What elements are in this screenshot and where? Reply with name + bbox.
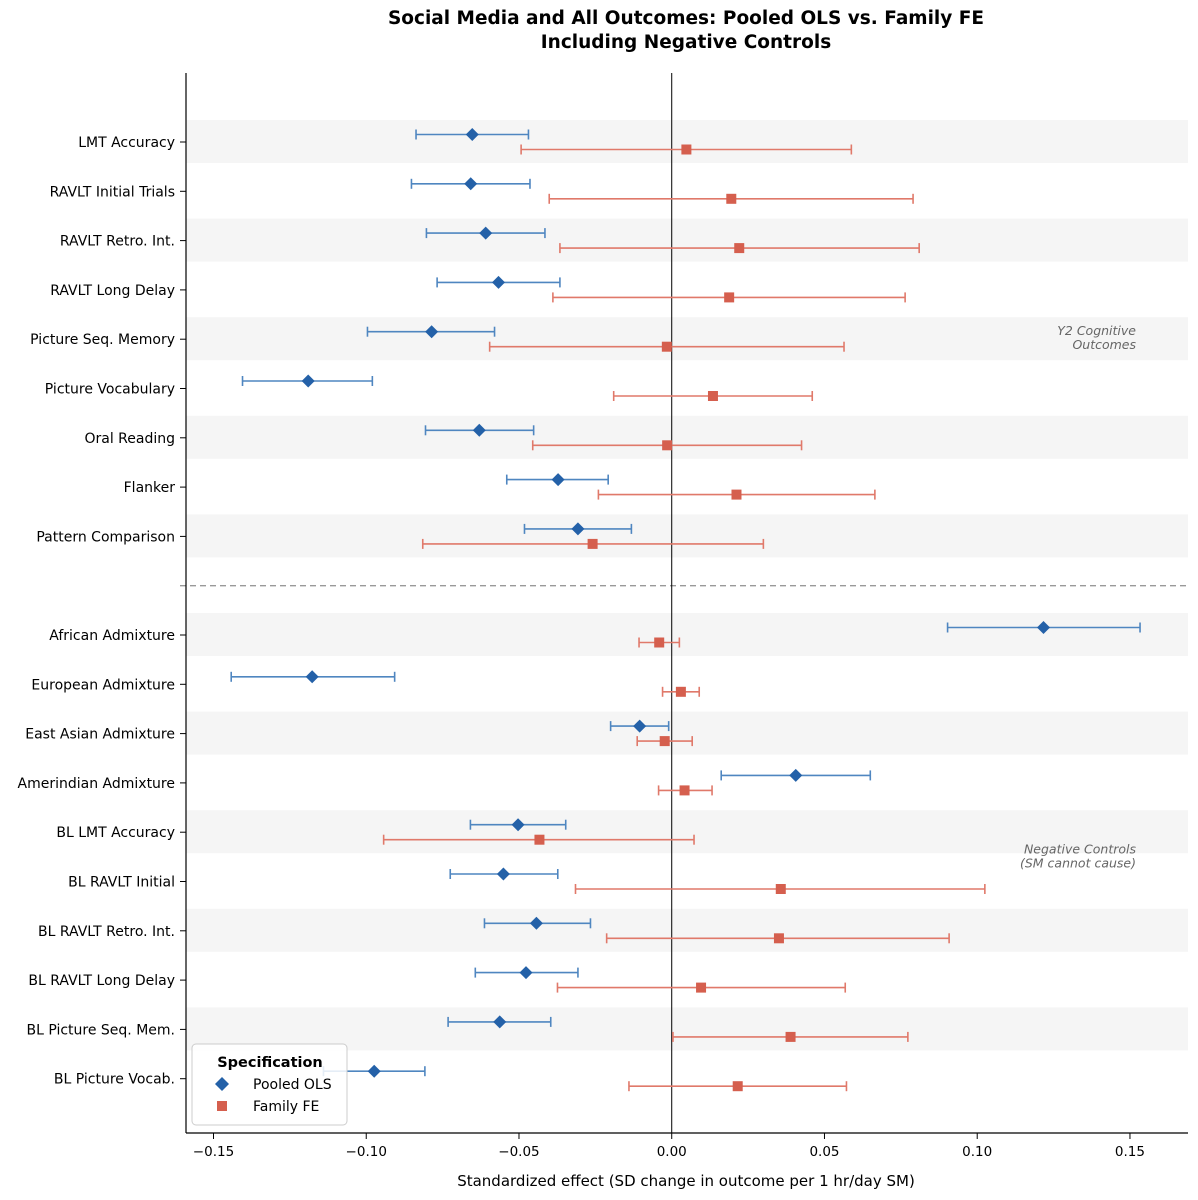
legend-title: Specification — [217, 1055, 323, 1071]
x-tick-label: 0.10 — [962, 1144, 992, 1160]
fe-point — [734, 243, 745, 254]
x-tick-label: 0.00 — [657, 1144, 687, 1160]
x-axis-label: Standardized effect (SD change in outcom… — [457, 1172, 915, 1190]
y-label: East Asian Admixture — [25, 727, 175, 743]
y-label: BL RAVLT Initial — [68, 875, 175, 891]
row-band — [186, 810, 1188, 854]
chart-subtitle: Including Negative Controls — [541, 32, 831, 53]
fe-point — [696, 982, 707, 993]
y-label: BL RAVLT Retro. Int. — [38, 924, 175, 940]
x-tick-label: 0.15 — [1115, 1144, 1145, 1160]
fe-point — [587, 538, 598, 549]
y-label: Picture Vocabulary — [45, 382, 175, 398]
ols-point — [571, 522, 585, 536]
axes — [180, 73, 1188, 1134]
y-label: Oral Reading — [84, 431, 175, 447]
fe-point — [785, 1031, 796, 1042]
chart-title: Social Media and All Outcomes: Pooled OL… — [388, 8, 984, 29]
fe-point — [775, 884, 786, 894]
row-band — [186, 613, 1188, 656]
y-label: RAVLT Long Delay — [50, 283, 175, 299]
y-label: RAVLT Initial Trials — [50, 184, 175, 200]
fe-point — [659, 736, 670, 747]
ols-point — [305, 670, 319, 684]
ols-point — [789, 768, 803, 782]
ols-point — [425, 325, 439, 339]
y-axis-labels: LMT Accuracy RAVLT Initial Trials RAVLT Re… — [18, 135, 176, 1088]
ols-point — [633, 719, 647, 733]
ols-point — [551, 473, 565, 487]
y-label: Amerindian Admixture — [18, 776, 175, 792]
x-tick-label: 0.05 — [809, 1144, 839, 1160]
x-tick-label: −0.05 — [498, 1144, 539, 1160]
fe-point — [707, 391, 718, 401]
y-label: RAVLT Retro. Int. — [60, 234, 175, 250]
x-tick-label: −0.15 — [193, 1144, 234, 1160]
fe-point — [724, 292, 735, 303]
y-label: BL Picture Vocab. — [54, 1072, 175, 1088]
fe-point — [661, 341, 672, 352]
y-label: European Admixture — [31, 677, 175, 693]
x-axis-ticks: −0.15 −0.10 −0.05 0.00 0.05 0.10 0.15 — [193, 1133, 1145, 1160]
x-tick-label: −0.10 — [346, 1144, 387, 1160]
fe-point — [654, 637, 665, 648]
group-note: (SM cannot cause) — [1020, 856, 1136, 871]
legend-ols-marker — [215, 1077, 229, 1091]
row-band — [186, 711, 1188, 755]
ols-point — [519, 966, 533, 980]
legend-fe-marker — [217, 1101, 227, 1111]
fe-point — [675, 686, 686, 697]
group-note: Outcomes — [1072, 337, 1136, 352]
ols-point — [479, 226, 493, 240]
row-band — [186, 908, 1188, 952]
data-marks — [230, 128, 1141, 1092]
ols-point — [493, 1015, 507, 1029]
y-label: BL Picture Seq. Mem. — [26, 1022, 175, 1038]
row-band — [186, 317, 1188, 361]
ols-point — [1037, 621, 1051, 634]
fe-point — [732, 1081, 743, 1092]
group-note: Negative Controls — [1024, 842, 1137, 857]
legend: Specification Pooled OLS Family FE — [191, 1043, 348, 1126]
ols-point — [492, 275, 506, 289]
ols-point — [472, 423, 486, 437]
ols-point — [529, 916, 543, 930]
y-label: BL RAVLT Long Delay — [28, 973, 175, 989]
fe-point — [726, 193, 737, 204]
group-note: Y2 Cognitive — [1057, 323, 1136, 338]
y-label: LMT Accuracy — [78, 135, 175, 151]
fe-point — [534, 834, 545, 845]
ols-point — [496, 867, 510, 881]
ols-point — [367, 1064, 381, 1078]
y-label: BL LMT Accuracy — [56, 825, 175, 841]
ols-point — [465, 128, 479, 141]
ols-point — [511, 818, 525, 832]
row-band — [186, 514, 1188, 558]
ols-point — [464, 177, 478, 191]
y-label: Picture Seq. Memory — [30, 332, 175, 348]
fe-point — [681, 144, 692, 155]
fe-point — [773, 933, 784, 944]
fe-point — [662, 440, 673, 451]
ols-point — [301, 374, 315, 388]
fe-point — [679, 785, 690, 796]
y-label: Flanker — [124, 480, 176, 496]
legend-fe-label: Family FE — [253, 1099, 319, 1115]
y-label: African Admixture — [49, 628, 175, 644]
row-band — [186, 218, 1188, 262]
y-label: Pattern Comparison — [36, 529, 175, 545]
legend-frame — [191, 1043, 348, 1126]
row-band — [186, 120, 1188, 163]
row-band — [186, 415, 1188, 459]
row-bands — [186, 120, 1188, 1051]
legend-ols-label: Pooled OLS — [253, 1077, 332, 1093]
row-band — [186, 1007, 1188, 1051]
fe-point — [731, 489, 742, 500]
